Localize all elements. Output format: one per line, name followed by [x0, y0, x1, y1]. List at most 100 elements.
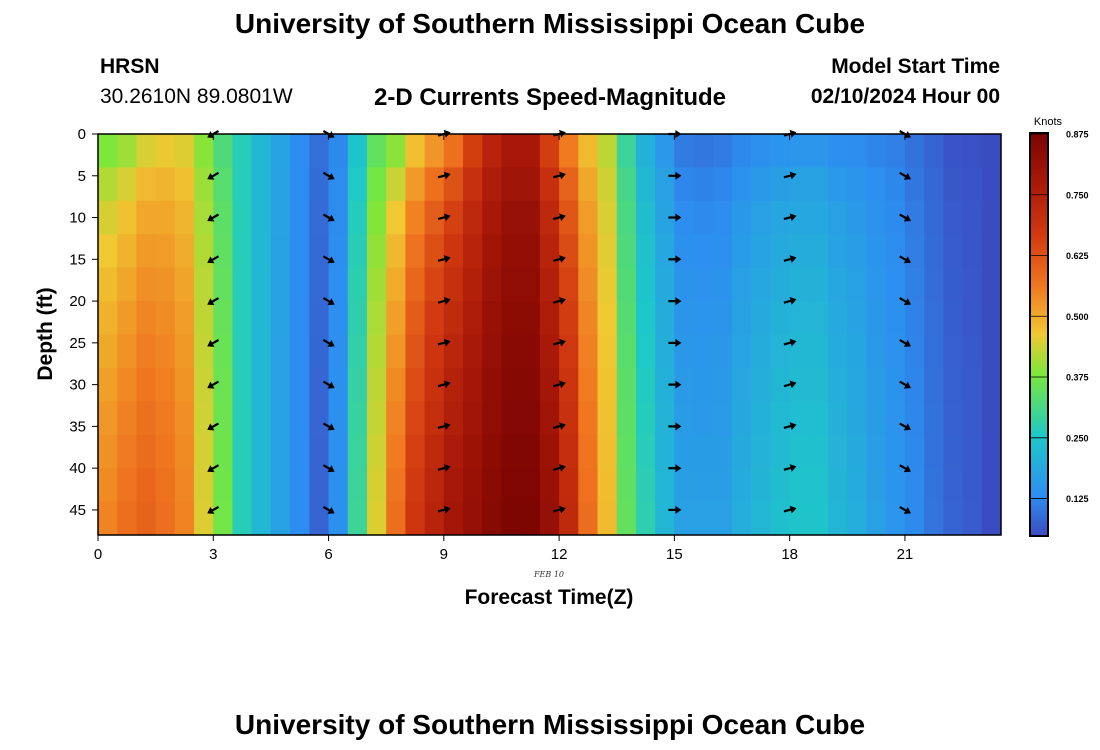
current-arrow: [322, 255, 335, 264]
heatmap-cell: [117, 501, 138, 535]
heatmap-cell: [520, 200, 541, 235]
heatmap-cell: [828, 234, 848, 269]
heatmap-cell: [366, 334, 387, 369]
heatmap-cell: [635, 200, 656, 235]
current-arrow-head: [675, 505, 682, 514]
heatmap-cell: [578, 301, 599, 336]
heatmap-cell: [98, 367, 118, 402]
heatmap-cell: [674, 367, 695, 402]
x-tick-label: 12: [551, 546, 568, 563]
heatmap-cell: [347, 501, 368, 535]
current-arrow: [553, 464, 566, 472]
current-arrow: [553, 296, 566, 305]
heatmap-cell: [386, 468, 406, 503]
heatmap-cell: [482, 167, 503, 202]
heatmap-cell: [194, 134, 214, 169]
heatmap-cell: [309, 434, 330, 469]
heatmap-cell: [712, 167, 733, 202]
current-arrow: [322, 297, 335, 306]
heatmap-cell: [347, 468, 368, 503]
current-arrow: [783, 464, 797, 472]
heatmap-cell: [366, 434, 387, 469]
heatmap-cell: [155, 501, 176, 535]
heatmap-cell: [443, 434, 464, 469]
heatmap-cell: [732, 434, 752, 469]
heatmap-cell: [770, 401, 791, 436]
current-arrow: [207, 255, 220, 264]
heatmap-cell: [578, 167, 599, 202]
heatmap-cell: [808, 401, 829, 436]
current-arrow-head: [327, 465, 335, 473]
current-arrow-head: [903, 298, 911, 306]
heatmap-cell: [386, 167, 406, 202]
current-arrow: [322, 213, 335, 222]
heatmap-cell: [232, 334, 253, 369]
heatmap-cell: [635, 134, 656, 169]
heatmap-cell: [847, 434, 868, 469]
current-arrow: [553, 171, 566, 180]
heatmap-cell: [463, 468, 483, 503]
heatmap-cell: [693, 501, 714, 535]
heatmap-cell: [943, 367, 964, 402]
heatmap-cell: [539, 134, 560, 169]
current-arrow-head: [207, 256, 215, 264]
heatmap-cell: [309, 468, 330, 503]
heatmap-cell: [808, 134, 829, 169]
heatmap-cell: [943, 468, 964, 503]
heatmap-cell: [270, 234, 291, 269]
heatmap-cell: [270, 200, 291, 235]
heatmap-cell: [424, 434, 445, 469]
heatmap-cell: [386, 200, 406, 235]
heatmap-cell: [770, 167, 791, 202]
y-tick-label: 35: [69, 418, 86, 435]
heatmap-cell: [559, 401, 579, 436]
heatmap-cell: [155, 468, 176, 503]
y-tick-label: 5: [78, 168, 86, 185]
heatmap-cell: [520, 334, 541, 369]
current-arrow-head: [443, 213, 451, 222]
heatmap-cell: [789, 334, 810, 369]
chart-title: 2-D Currents Speed-Magnitude: [373, 84, 727, 111]
heatmap-cell: [194, 200, 214, 235]
colorbar: [1029, 132, 1049, 537]
heatmap-cell: [885, 401, 906, 436]
heatmap-cell: [616, 434, 637, 469]
heatmap-cell: [635, 234, 656, 269]
heatmap-cell: [98, 134, 118, 169]
heatmap-cell: [943, 200, 964, 235]
current-arrow: [322, 338, 335, 347]
heatmap-cell: [597, 401, 618, 436]
heatmap-cell: [174, 468, 195, 503]
heatmap-cell: [943, 501, 964, 535]
heatmap-cell: [981, 267, 1001, 302]
current-arrow: [322, 380, 335, 389]
current-arrow-head: [443, 338, 451, 347]
heatmap-cell: [117, 301, 138, 336]
heatmap-cell: [924, 267, 944, 302]
heatmap-cell: [808, 200, 829, 235]
heatmap-cell: [328, 301, 349, 336]
heatmap-cell: [251, 134, 272, 169]
heatmap-cell: [674, 234, 695, 269]
heatmap-cell: [386, 334, 406, 369]
current-arrow-head: [789, 171, 797, 180]
heatmap-cell: [424, 334, 445, 369]
heatmap-cell: [366, 367, 387, 402]
heatmap-cell: [559, 200, 579, 235]
heatmap-cell: [136, 434, 157, 469]
heatmap-cell: [290, 367, 310, 402]
heatmap-cell: [981, 134, 1001, 169]
heatmap-cell: [443, 267, 464, 302]
heatmap-cell: [578, 501, 599, 535]
heatmap-cell: [117, 234, 138, 269]
heatmap-cell: [674, 401, 695, 436]
heatmap-cell: [424, 234, 445, 269]
heatmap-cell: [712, 267, 733, 302]
heatmap-cell: [463, 200, 483, 235]
heatmap-cell: [232, 267, 253, 302]
heatmap-cell: [578, 401, 599, 436]
current-arrow-head: [443, 380, 451, 389]
heatmap-cell: [578, 134, 599, 169]
heatmap-cell: [751, 334, 772, 369]
heatmap-cell: [559, 468, 579, 503]
